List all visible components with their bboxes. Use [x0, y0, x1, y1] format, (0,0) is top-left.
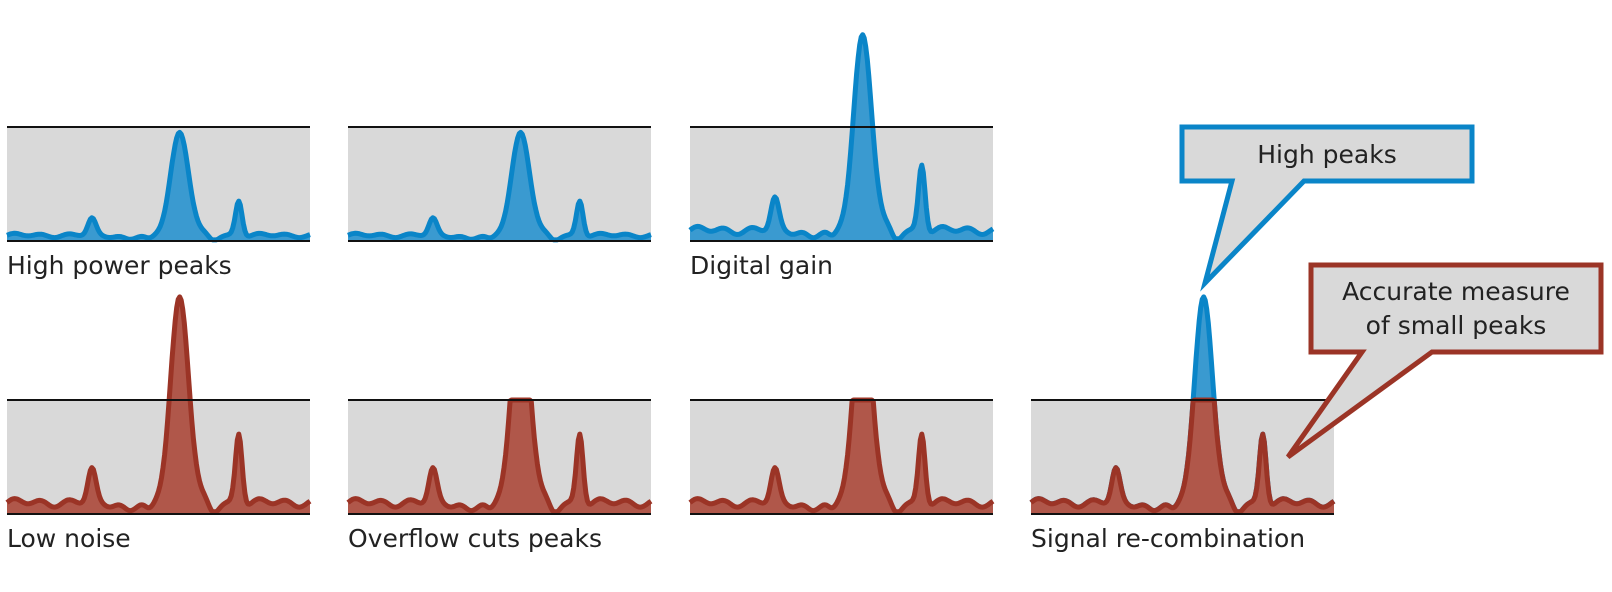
panel-label: Digital gain: [690, 251, 833, 280]
panel-label: Signal re-combination: [1031, 524, 1305, 553]
waveform-line: [346, 397, 653, 515]
panels: [5, 32, 1336, 515]
callout-text: Accurate measure: [1342, 277, 1570, 306]
waveform-line: [347, 129, 652, 243]
callout-box: [1285, 262, 1604, 460]
panel-background: [7, 127, 310, 241]
waveform-line: [5, 294, 312, 515]
callout-box: [1179, 124, 1475, 292]
panel-label: High power peaks: [7, 251, 232, 280]
waveform-line: [1029, 397, 1336, 515]
callout-text: of small peaks: [1366, 311, 1547, 340]
waveform-line: [6, 129, 311, 243]
waveform-line: [688, 32, 995, 242]
panel-background: [348, 127, 651, 241]
waveform-line: [688, 397, 995, 515]
panel-label: Overflow cuts peaks: [348, 524, 602, 553]
panel-label: Low noise: [7, 524, 131, 553]
callout-text: High peaks: [1257, 140, 1396, 169]
